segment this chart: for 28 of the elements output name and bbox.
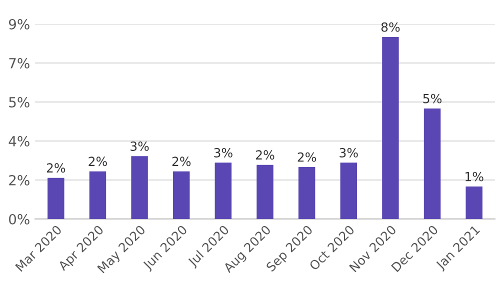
data-label: 3% xyxy=(214,148,232,158)
bar xyxy=(256,164,274,219)
y-tick-label: 4% xyxy=(8,136,30,146)
bar xyxy=(298,167,316,219)
data-label: 2% xyxy=(298,152,316,162)
bar xyxy=(48,178,64,219)
data-label: 2% xyxy=(46,163,66,173)
bar xyxy=(214,162,232,219)
data-label: 3% xyxy=(130,142,149,151)
bar xyxy=(131,156,148,219)
data-label: 2% xyxy=(88,156,107,166)
data-label: 3% xyxy=(340,148,358,158)
data-label: 2% xyxy=(172,156,191,166)
y-tick-label: 2% xyxy=(9,174,30,186)
bar xyxy=(466,186,482,219)
bar xyxy=(340,162,357,219)
data-label: 5% xyxy=(423,94,442,104)
bar xyxy=(89,171,106,219)
bar xyxy=(424,108,441,219)
y-tick-label: 5% xyxy=(9,96,30,108)
y-tick-label: 7% xyxy=(9,58,30,68)
bar xyxy=(173,171,190,219)
y-tick-label: 0% xyxy=(9,214,30,224)
data-label: 2% xyxy=(256,150,274,160)
y-tick-label: 9% xyxy=(8,18,30,30)
data-label: 8% xyxy=(381,22,400,32)
data-label: 1% xyxy=(466,172,484,182)
bar xyxy=(382,37,399,219)
